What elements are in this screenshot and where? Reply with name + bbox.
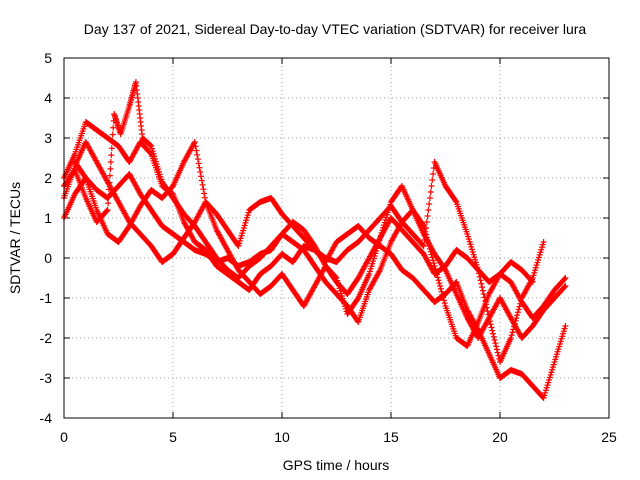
y-tick-label: -2: [40, 330, 53, 346]
x-tick-label: 10: [274, 429, 290, 445]
y-tick-label: 4: [44, 90, 52, 106]
data-point: [437, 285, 444, 292]
chart-title: Day 137 of 2021, Sidereal Day-to-day VTE…: [84, 21, 587, 37]
data-point: [441, 300, 448, 307]
y-tick-label: 1: [44, 210, 52, 226]
y-tick-label: 2: [44, 170, 52, 186]
y-tick-labels: -4 -3 -2 -1 0 1 2 3 4 5: [40, 50, 53, 426]
grid-lines: [64, 58, 609, 418]
y-tick-label: -3: [40, 370, 53, 386]
x-tick-label: 0: [60, 429, 68, 445]
y-tick-label: 3: [44, 130, 52, 146]
x-tick-labels: 0 5 10 15 20 25: [60, 429, 617, 445]
y-tick-label: 5: [44, 50, 52, 66]
data-point: [435, 277, 442, 284]
x-tick-label: 5: [169, 429, 177, 445]
y-tick-label: 0: [44, 250, 52, 266]
x-tick-label: 15: [383, 429, 399, 445]
data-point: [562, 323, 569, 329]
y-tick-label: -1: [40, 290, 53, 306]
data-point: [437, 283, 444, 289]
data-point: [436, 280, 443, 287]
x-tick-label: 25: [601, 429, 617, 445]
data-points: [61, 79, 569, 401]
x-tick-label: 20: [492, 429, 508, 445]
y-tick-label: -4: [40, 410, 53, 426]
